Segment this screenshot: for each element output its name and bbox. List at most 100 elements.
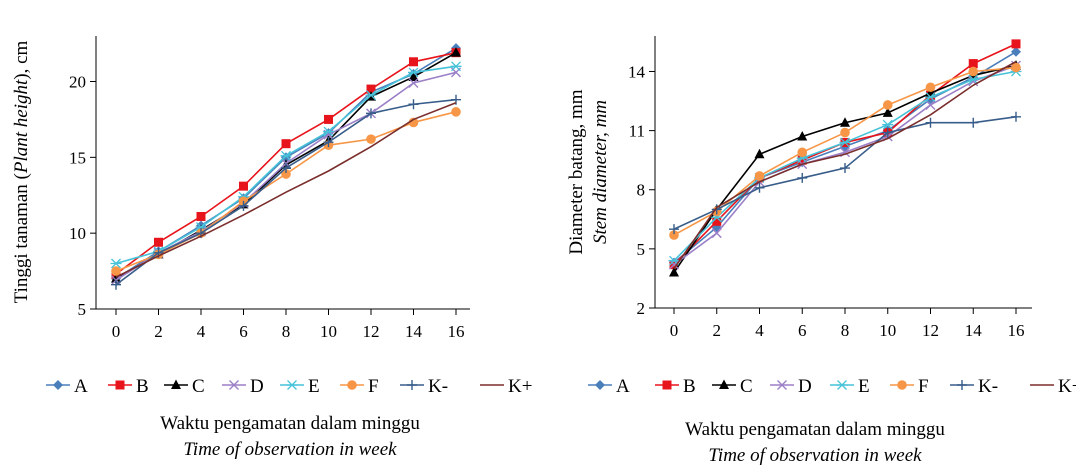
y-tick-label: 2 — [637, 299, 646, 318]
y-axis-label: Tinggi tanaman (Plant height), cm — [11, 40, 32, 303]
legend-item-K+: K+ — [1030, 376, 1076, 397]
legend-item-B: B — [655, 376, 696, 397]
legend-marker — [957, 380, 967, 390]
y-tick-label: 14 — [628, 62, 646, 81]
legend-item-C: C — [712, 376, 753, 397]
legend-marker — [662, 380, 672, 390]
data-point — [239, 181, 248, 191]
data-point — [196, 211, 206, 221]
data-point — [324, 114, 333, 124]
legend-item-D: D — [770, 376, 812, 397]
x-tick-label: 0 — [112, 322, 121, 341]
x-tick-label: 2 — [154, 322, 163, 341]
data-point — [281, 139, 291, 149]
data-point — [968, 117, 979, 128]
legend-item-K-: K- — [950, 376, 998, 397]
legend-label: F — [918, 376, 929, 397]
data-point — [882, 119, 894, 130]
legend-item-F: F — [890, 376, 929, 397]
y-tick-label: 5 — [637, 240, 646, 259]
legend-marker — [115, 380, 125, 390]
data-point — [1011, 39, 1021, 49]
series-K- — [111, 94, 461, 290]
legend-item-A: A — [588, 376, 630, 397]
legend-label: K+ — [1058, 376, 1076, 397]
legend-label: A — [616, 376, 630, 397]
data-point — [925, 92, 936, 103]
legend-label: F — [368, 376, 379, 397]
data-point — [409, 57, 418, 67]
data-point — [882, 127, 893, 138]
data-point — [797, 172, 808, 183]
data-point — [840, 117, 850, 127]
plant-height-chart: 5 10 15 20 0 2 4 6 8 10 12 14 16 Tinggi tanaman (Plan… — [11, 36, 532, 397]
data-point — [840, 127, 850, 138]
data-point — [1011, 46, 1021, 57]
legend-label: D — [250, 376, 264, 397]
data-point — [669, 224, 679, 235]
data-point — [797, 147, 808, 158]
series-K+ — [115, 101, 457, 278]
data-point — [882, 107, 893, 117]
x-tick-label: 4 — [755, 321, 764, 340]
data-point — [1011, 111, 1021, 122]
legend-marker — [171, 379, 181, 389]
x-axis-caption-left: Waktu pengamatan dalam minggu Time of ob… — [90, 411, 490, 463]
legend-label: K- — [428, 376, 448, 397]
legend-label: B — [136, 376, 149, 397]
x-tick-label: 6 — [239, 322, 248, 341]
y-axis-label-part: Tinggi tanaman ( — [11, 173, 32, 303]
legend-marker — [719, 379, 729, 389]
data-point — [882, 100, 893, 110]
x-tick-label: 6 — [798, 321, 807, 340]
legend-label: E — [858, 376, 870, 397]
legend-item-F: F — [340, 376, 379, 397]
data-point — [238, 200, 249, 211]
data-point — [451, 47, 461, 57]
data-point — [408, 71, 419, 81]
x-tick-label: 14 — [965, 321, 983, 340]
data-point — [154, 237, 163, 247]
data-point — [754, 148, 765, 159]
data-point — [408, 78, 419, 89]
data-point — [925, 82, 936, 93]
x-axis-label-id: Waktu pengamatan dalam minggu — [160, 413, 420, 434]
x-tick-label: 16 — [448, 322, 465, 341]
y-axis-label-id: Diameter batang, mm — [566, 89, 587, 254]
data-point — [323, 137, 334, 148]
data-point — [669, 267, 679, 277]
y-tick-label: 10 — [69, 224, 86, 243]
x-tick-label: 8 — [841, 321, 850, 340]
legend-marker — [286, 380, 298, 390]
data-point — [968, 59, 978, 69]
data-point — [111, 273, 121, 283]
data-point — [968, 66, 979, 77]
legend-marker — [347, 380, 357, 390]
data-point — [408, 99, 419, 110]
x-tick-label: 4 — [197, 322, 206, 341]
stem-diameter-chart: 2 5 8 11 14 0 2 4 6 8 10 12 14 16 Diameter batang, mm S… — [566, 36, 1076, 397]
legend-label: K- — [978, 376, 998, 397]
data-point — [110, 258, 122, 269]
y-axis-label-part: ), cm — [11, 40, 32, 79]
data-point — [711, 204, 722, 215]
y-axis-label-en: Stem diameter, mm — [590, 100, 611, 244]
legend-marker — [229, 380, 239, 390]
series-K+ — [673, 60, 1017, 270]
data-point — [797, 155, 807, 165]
data-point — [712, 216, 722, 226]
legend-label: A — [74, 376, 88, 397]
legend-marker — [407, 380, 417, 390]
x-tick-label: 10 — [320, 322, 337, 341]
data-point — [754, 171, 765, 181]
x-tick-label: 12 — [922, 321, 939, 340]
y-axis-label-part: Plant height — [11, 79, 32, 174]
series-line — [673, 60, 1017, 270]
data-point — [967, 74, 979, 85]
data-point — [366, 108, 376, 119]
data-point — [1011, 62, 1021, 73]
data-point — [450, 61, 462, 72]
legend-item-K+: K+ — [480, 376, 532, 397]
legend-marker — [836, 380, 848, 390]
